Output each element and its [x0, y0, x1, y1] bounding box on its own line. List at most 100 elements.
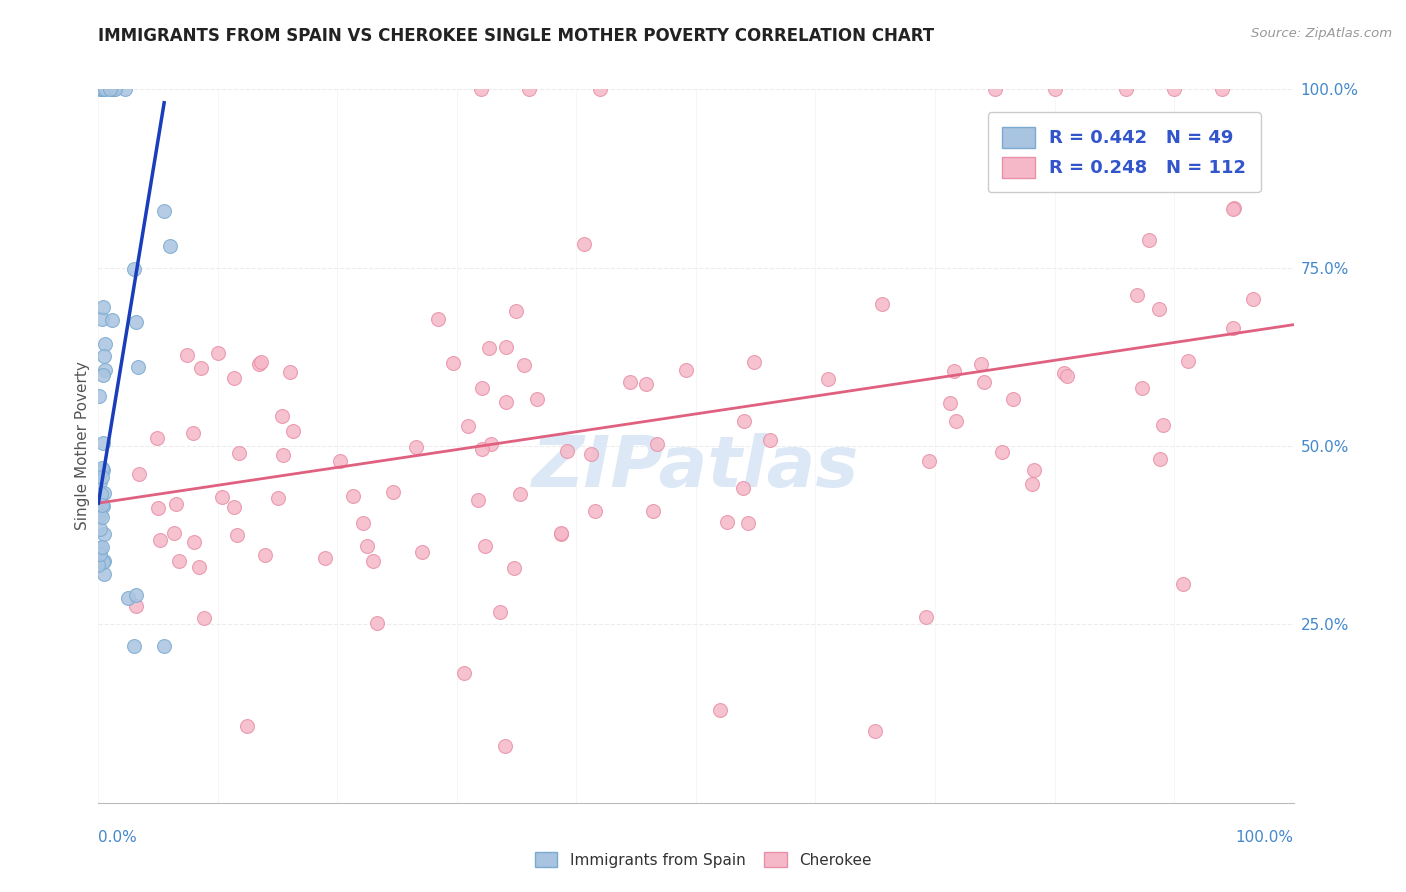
- Text: IMMIGRANTS FROM SPAIN VS CHEROKEE SINGLE MOTHER POVERTY CORRELATION CHART: IMMIGRANTS FROM SPAIN VS CHEROKEE SINGLE…: [98, 27, 935, 45]
- Legend: Immigrants from Spain, Cherokee: Immigrants from Spain, Cherokee: [527, 844, 879, 875]
- Point: [942, 364, 965, 378]
- Point: [467, 492, 489, 507]
- Point: [411, 545, 433, 559]
- Point: [474, 539, 496, 553]
- Point: [917, 454, 939, 468]
- Point: [93, 526, 115, 541]
- Point: [226, 528, 249, 542]
- Point: [619, 375, 641, 389]
- Point: [427, 312, 450, 326]
- Point: [716, 515, 738, 529]
- Point: [127, 359, 149, 374]
- Point: [342, 489, 364, 503]
- Point: [1130, 381, 1153, 395]
- Point: [87, 505, 110, 519]
- Text: Source: ZipAtlas.com: Source: ZipAtlas.com: [1251, 27, 1392, 40]
- Point: [193, 611, 215, 625]
- Point: [89, 508, 111, 523]
- Point: [457, 419, 479, 434]
- Point: [495, 340, 517, 354]
- Point: [863, 724, 887, 739]
- Point: [478, 341, 501, 355]
- Point: [165, 497, 187, 511]
- Point: [93, 566, 115, 581]
- Point: [733, 481, 755, 495]
- Point: [145, 431, 167, 445]
- Point: [1147, 302, 1170, 317]
- Point: [181, 425, 204, 440]
- Point: [550, 526, 572, 541]
- Point: [89, 547, 111, 561]
- Point: [471, 381, 494, 395]
- Point: [94, 363, 117, 377]
- Point: [572, 237, 595, 252]
- Point: [190, 360, 212, 375]
- Point: [1222, 202, 1244, 216]
- Point: [356, 539, 378, 553]
- Point: [93, 349, 115, 363]
- Point: [939, 396, 962, 410]
- Point: [526, 392, 548, 406]
- Point: [91, 463, 114, 477]
- Point: [581, 447, 603, 461]
- Point: [1149, 451, 1171, 466]
- Point: [1115, 82, 1137, 96]
- Point: [91, 555, 114, 569]
- Point: [352, 516, 374, 531]
- Point: [125, 599, 148, 613]
- Point: [1126, 288, 1149, 302]
- Point: [405, 440, 427, 454]
- Point: [89, 82, 111, 96]
- Point: [93, 486, 115, 500]
- Point: [91, 82, 114, 96]
- Point: [709, 703, 731, 717]
- Point: [91, 312, 114, 326]
- Point: [513, 358, 536, 372]
- Point: [314, 551, 336, 566]
- Point: [100, 313, 122, 327]
- Point: [634, 377, 657, 392]
- Legend: R = 0.442   N = 49, R = 0.248   N = 112: R = 0.442 N = 49, R = 0.248 N = 112: [988, 112, 1261, 192]
- Point: [89, 523, 111, 537]
- Point: [124, 639, 146, 653]
- Point: [211, 490, 233, 504]
- Point: [1152, 417, 1174, 432]
- Point: [489, 605, 512, 619]
- Point: [91, 540, 114, 554]
- Point: [93, 82, 115, 96]
- Point: [167, 554, 190, 568]
- Point: [89, 389, 111, 403]
- Point: [984, 82, 1007, 96]
- Point: [1222, 321, 1244, 335]
- Point: [1211, 82, 1233, 96]
- Point: [645, 436, 668, 450]
- Point: [583, 504, 606, 518]
- Point: [945, 414, 967, 428]
- Point: [270, 409, 292, 424]
- Point: [222, 500, 245, 514]
- Point: [517, 82, 540, 96]
- Point: [149, 533, 172, 547]
- Point: [125, 315, 148, 329]
- Point: [89, 541, 111, 555]
- Point: [114, 82, 136, 96]
- Point: [1043, 82, 1066, 96]
- Point: [100, 82, 122, 96]
- Point: [1223, 202, 1246, 216]
- Point: [89, 475, 111, 489]
- Point: [236, 719, 259, 733]
- Point: [1163, 82, 1185, 96]
- Point: [1241, 292, 1264, 306]
- Point: [98, 82, 121, 96]
- Point: [1171, 576, 1194, 591]
- Point: [93, 337, 115, 351]
- Point: [505, 304, 527, 318]
- Text: 0.0%: 0.0%: [98, 830, 138, 845]
- Point: [1002, 392, 1025, 406]
- Point: [87, 558, 110, 573]
- Point: [509, 487, 531, 501]
- Point: [90, 82, 112, 96]
- Point: [104, 82, 127, 96]
- Point: [250, 354, 273, 368]
- Point: [91, 82, 114, 96]
